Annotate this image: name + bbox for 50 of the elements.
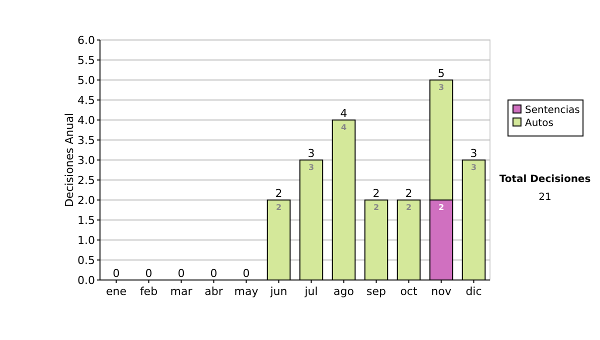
data-label: 2 (438, 203, 444, 212)
data-label: 2 (373, 203, 380, 212)
legend-label: Sentencias (525, 105, 580, 116)
x-tick-label: dic (466, 285, 482, 298)
total-label: 0 (242, 267, 250, 280)
data-label: 3 (308, 163, 314, 172)
x-tick-label: jul (304, 285, 318, 298)
x-tick-label: may (234, 285, 259, 298)
total-label: 3 (308, 147, 315, 160)
text: 21 (538, 192, 552, 203)
x-tick-label: nov (431, 285, 452, 298)
total-label: 4 (340, 107, 348, 120)
data-label: 3 (470, 163, 477, 172)
y-axis-title: Decisiones Anual (63, 112, 76, 208)
total-label: 2 (372, 187, 380, 200)
x-tick-label: ene (106, 285, 127, 298)
total-label: 2 (405, 187, 412, 200)
text: Total Decisiones (499, 174, 591, 185)
data-label: 3 (438, 83, 444, 92)
x-tick-label: jun (269, 285, 288, 298)
total-label: 0 (210, 267, 218, 280)
x-tick-label: ago (334, 285, 354, 298)
y-tick-label: 4.0 (78, 114, 95, 127)
data-label: 2 (276, 203, 282, 212)
y-tick-label: 1.5 (78, 214, 95, 227)
data-label: 4 (340, 123, 347, 132)
y-tick-label: 2.0 (78, 194, 95, 207)
legend-label: Autos (525, 118, 554, 129)
x-tick-label: mar (170, 285, 193, 298)
y-tick-label: 1.0 (78, 234, 95, 247)
total-label: 5 (438, 67, 445, 80)
total-label: 0 (178, 267, 185, 280)
y-tick-label: 4.5 (78, 94, 95, 107)
y-tick-label: 2.5 (78, 174, 95, 187)
x-tick-label: sep (366, 285, 386, 298)
total-label: 3 (470, 147, 478, 160)
y-tick-label: 0.5 (78, 254, 95, 267)
y-tick-label: 0.0 (78, 274, 95, 287)
y-tick-label: 3.0 (78, 154, 95, 167)
y-tick-label: 5.5 (78, 54, 95, 67)
y-tick-label: 3.5 (78, 134, 95, 147)
data-label: 2 (406, 203, 412, 212)
y-tick-label: 6.0 (78, 34, 95, 47)
total-label: 0 (112, 267, 120, 280)
x-tick-label: abr (204, 285, 224, 298)
total-label: 2 (275, 187, 282, 200)
x-tick-label: feb (140, 285, 158, 298)
y-tick-label: 5.0 (78, 74, 95, 87)
total-label: 0 (145, 267, 152, 280)
x-tick-label: oct (400, 285, 418, 298)
